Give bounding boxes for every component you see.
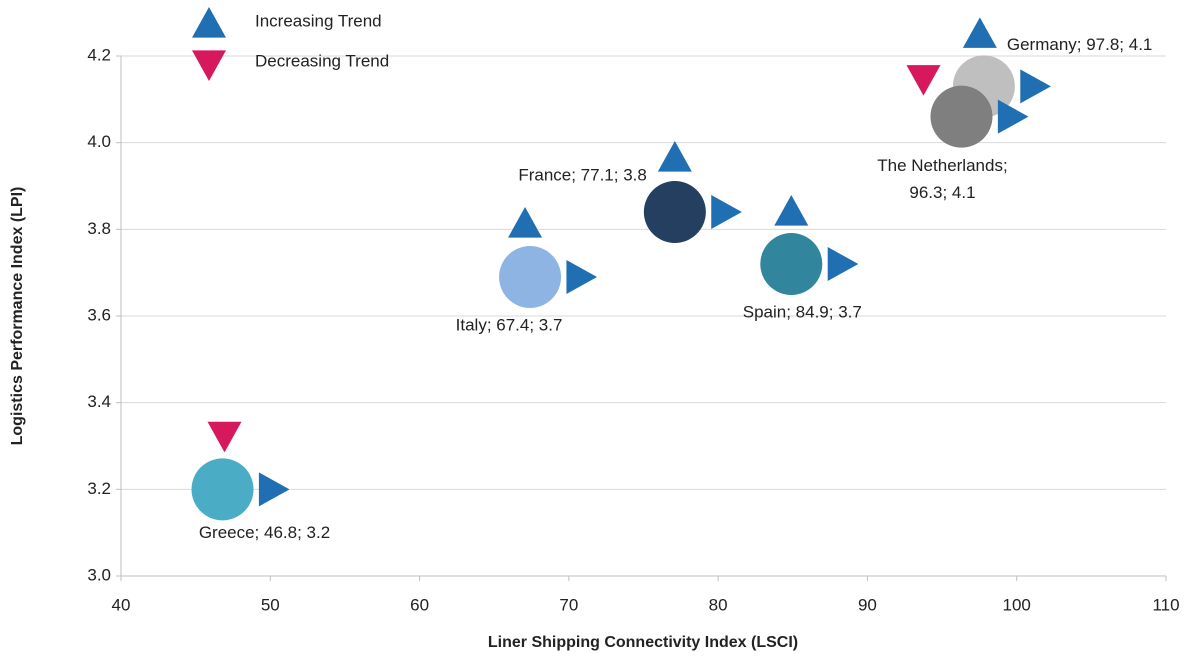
lsci-trend-marker <box>566 260 598 294</box>
x-tick-label: 90 <box>858 595 877 614</box>
y-tick-label: 3.8 <box>87 219 111 238</box>
lsci-trend-marker <box>1020 69 1051 104</box>
legend-label: Increasing Trend <box>255 11 382 30</box>
x-tick-label: 100 <box>1003 595 1031 614</box>
bubble <box>930 85 993 148</box>
data-label: Spain; 84.9; 3.7 <box>743 302 862 321</box>
lpi-trend-marker <box>657 141 692 172</box>
x-tick-label: 110 <box>1152 595 1179 614</box>
x-tick-label: 70 <box>559 595 578 614</box>
lsci-trend-marker <box>711 195 742 229</box>
lpi-trend-marker <box>774 195 809 226</box>
x-tick-label: 40 <box>112 595 131 614</box>
data-label: Italy; 67.4; 3.7 <box>456 315 563 334</box>
lsci-trend-marker <box>258 472 290 507</box>
lpi-trend-marker <box>906 65 941 96</box>
lsci-trend-marker <box>827 247 859 281</box>
legend-marker <box>192 50 226 81</box>
data-label: Greece; 46.8; 3.2 <box>199 523 330 542</box>
y-tick-label: 3.2 <box>87 479 111 498</box>
data-label: 96.3; 4.1 <box>909 183 975 202</box>
y-tick-label: 3.6 <box>87 305 111 324</box>
data-label: The Netherlands; <box>877 156 1007 175</box>
bubble <box>499 246 562 308</box>
x-axis-title: Liner Shipping Connectivity Index (LSCI) <box>488 634 798 651</box>
y-tick-label: 4.0 <box>87 132 111 151</box>
legend-label: Decreasing Trend <box>255 51 389 70</box>
bubble <box>191 458 254 521</box>
x-tick-label: 80 <box>709 595 728 614</box>
y-tick-label: 3.4 <box>87 392 111 411</box>
x-tick-label: 50 <box>261 595 280 614</box>
data-label: France; 77.1; 3.8 <box>518 165 647 184</box>
x-tick-label: 60 <box>410 595 429 614</box>
y-tick-label: 3.0 <box>87 565 111 584</box>
bubble <box>760 233 823 295</box>
lpi-trend-marker <box>207 421 242 453</box>
lpi-trend-marker <box>508 207 543 238</box>
lsci-trend-marker <box>997 99 1029 134</box>
lpi-trend-marker <box>962 17 997 48</box>
y-axis-title: Logistics Performance Index (LPI) <box>9 187 26 446</box>
data-label: Germany; 97.8; 4.1 <box>1007 35 1153 54</box>
legend-marker <box>192 7 226 38</box>
bubble <box>643 181 706 243</box>
y-tick-label: 4.2 <box>87 45 111 64</box>
